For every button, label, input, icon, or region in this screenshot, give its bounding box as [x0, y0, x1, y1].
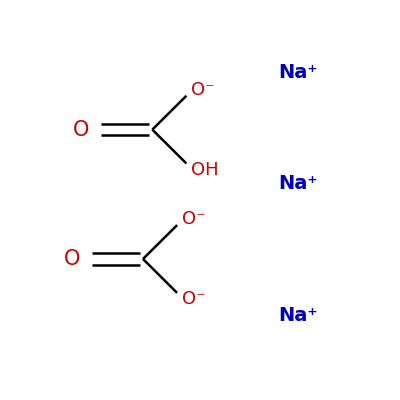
Text: O: O — [73, 120, 89, 140]
Text: Na⁺: Na⁺ — [278, 174, 318, 193]
Text: OH: OH — [191, 161, 219, 179]
Text: O⁻: O⁻ — [182, 210, 205, 228]
Text: Na⁺: Na⁺ — [278, 306, 318, 326]
Text: O: O — [64, 249, 80, 269]
Text: O⁻: O⁻ — [182, 290, 205, 308]
Text: O⁻: O⁻ — [191, 80, 215, 98]
Text: Na⁺: Na⁺ — [278, 63, 318, 82]
